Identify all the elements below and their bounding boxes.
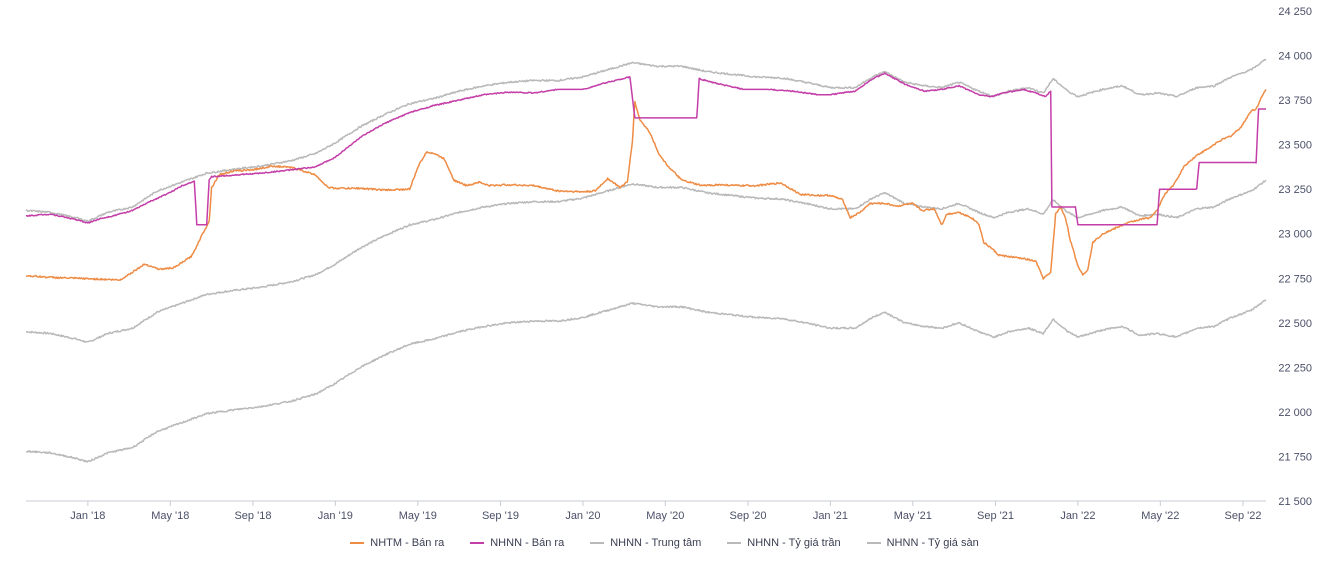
y-tick-label: 22 250 — [1278, 362, 1312, 374]
legend-swatch — [350, 542, 365, 544]
x-tick-label: Jan '22 — [1060, 510, 1095, 522]
series-layer — [25, 58, 1267, 463]
y-tick-label: 24 250 — [1278, 6, 1312, 18]
x-tick-label: May '19 — [399, 510, 437, 522]
legend-swatch — [727, 542, 742, 544]
legend-swatch — [470, 542, 485, 544]
legend-label: NHNN - Tỷ giá sàn — [886, 537, 979, 549]
series-line-4 — [25, 299, 1267, 463]
legend-swatch — [866, 542, 881, 544]
series-line-2 — [26, 179, 1267, 343]
y-tick-label: 22 500 — [1278, 318, 1312, 330]
y-tick-label: 23 000 — [1278, 229, 1312, 241]
legend-swatch — [590, 542, 605, 544]
x-axis: Jan '18 May '18 Sep '18 Jan '19 May '19 Sep '… — [70, 501, 1261, 522]
y-tick-label: 21 500 — [1278, 496, 1312, 508]
y-tick-label: 22 000 — [1278, 407, 1312, 419]
x-tick-label: May '22 — [1141, 510, 1179, 522]
series-line-0 — [25, 89, 1267, 282]
legend-item[interactable]: NHNN - Bán ra — [470, 534, 564, 552]
x-tick-label: May '20 — [646, 510, 684, 522]
series-line-3 — [25, 58, 1267, 223]
x-tick-label: Sep '19 — [482, 510, 519, 522]
legend-item[interactable]: NHNN - Trung tâm — [590, 534, 701, 552]
x-tick-label: Jan '20 — [565, 510, 600, 522]
legend: NHTM - Bán ra NHNN - Bán ra NHNN - Trung t… — [0, 534, 1329, 552]
x-tick-label: May '21 — [894, 510, 932, 522]
y-tick-label: 24 000 — [1278, 51, 1312, 63]
y-tick-label: 21 750 — [1278, 451, 1312, 463]
x-tick-label: Sep '20 — [729, 510, 766, 522]
x-tick-label: Jan '18 — [70, 510, 105, 522]
x-tick-label: Sep '18 — [234, 510, 271, 522]
y-tick-label: 23 250 — [1278, 184, 1312, 196]
y-tick-label: 23 750 — [1278, 95, 1312, 107]
y-tick-label: 23 500 — [1278, 140, 1312, 152]
x-tick-label: Jan '21 — [813, 510, 848, 522]
x-tick-label: Sep '21 — [977, 510, 1014, 522]
legend-label: NHTM - Bán ra — [370, 537, 445, 549]
legend-label: NHNN - Tỷ giá trần — [747, 537, 841, 549]
legend-label: NHNN - Trung tâm — [610, 537, 702, 549]
legend-label: NHNN - Bán ra — [490, 537, 565, 549]
x-tick-label: Jan '19 — [318, 510, 353, 522]
legend-item[interactable]: NHTM - Bán ra — [350, 534, 444, 552]
y-axis: 21 500 21 750 22 000 22 250 22 500 22 750 23 0… — [1278, 6, 1312, 508]
legend-item[interactable]: NHNN - Tỷ giá sàn — [866, 534, 979, 552]
x-tick-label: May '18 — [151, 510, 189, 522]
y-tick-label: 22 750 — [1278, 273, 1312, 285]
legend-item[interactable]: NHNN - Tỷ giá trần — [727, 534, 841, 552]
x-tick-label: Sep '22 — [1224, 510, 1261, 522]
series-line-1 — [25, 72, 1266, 226]
